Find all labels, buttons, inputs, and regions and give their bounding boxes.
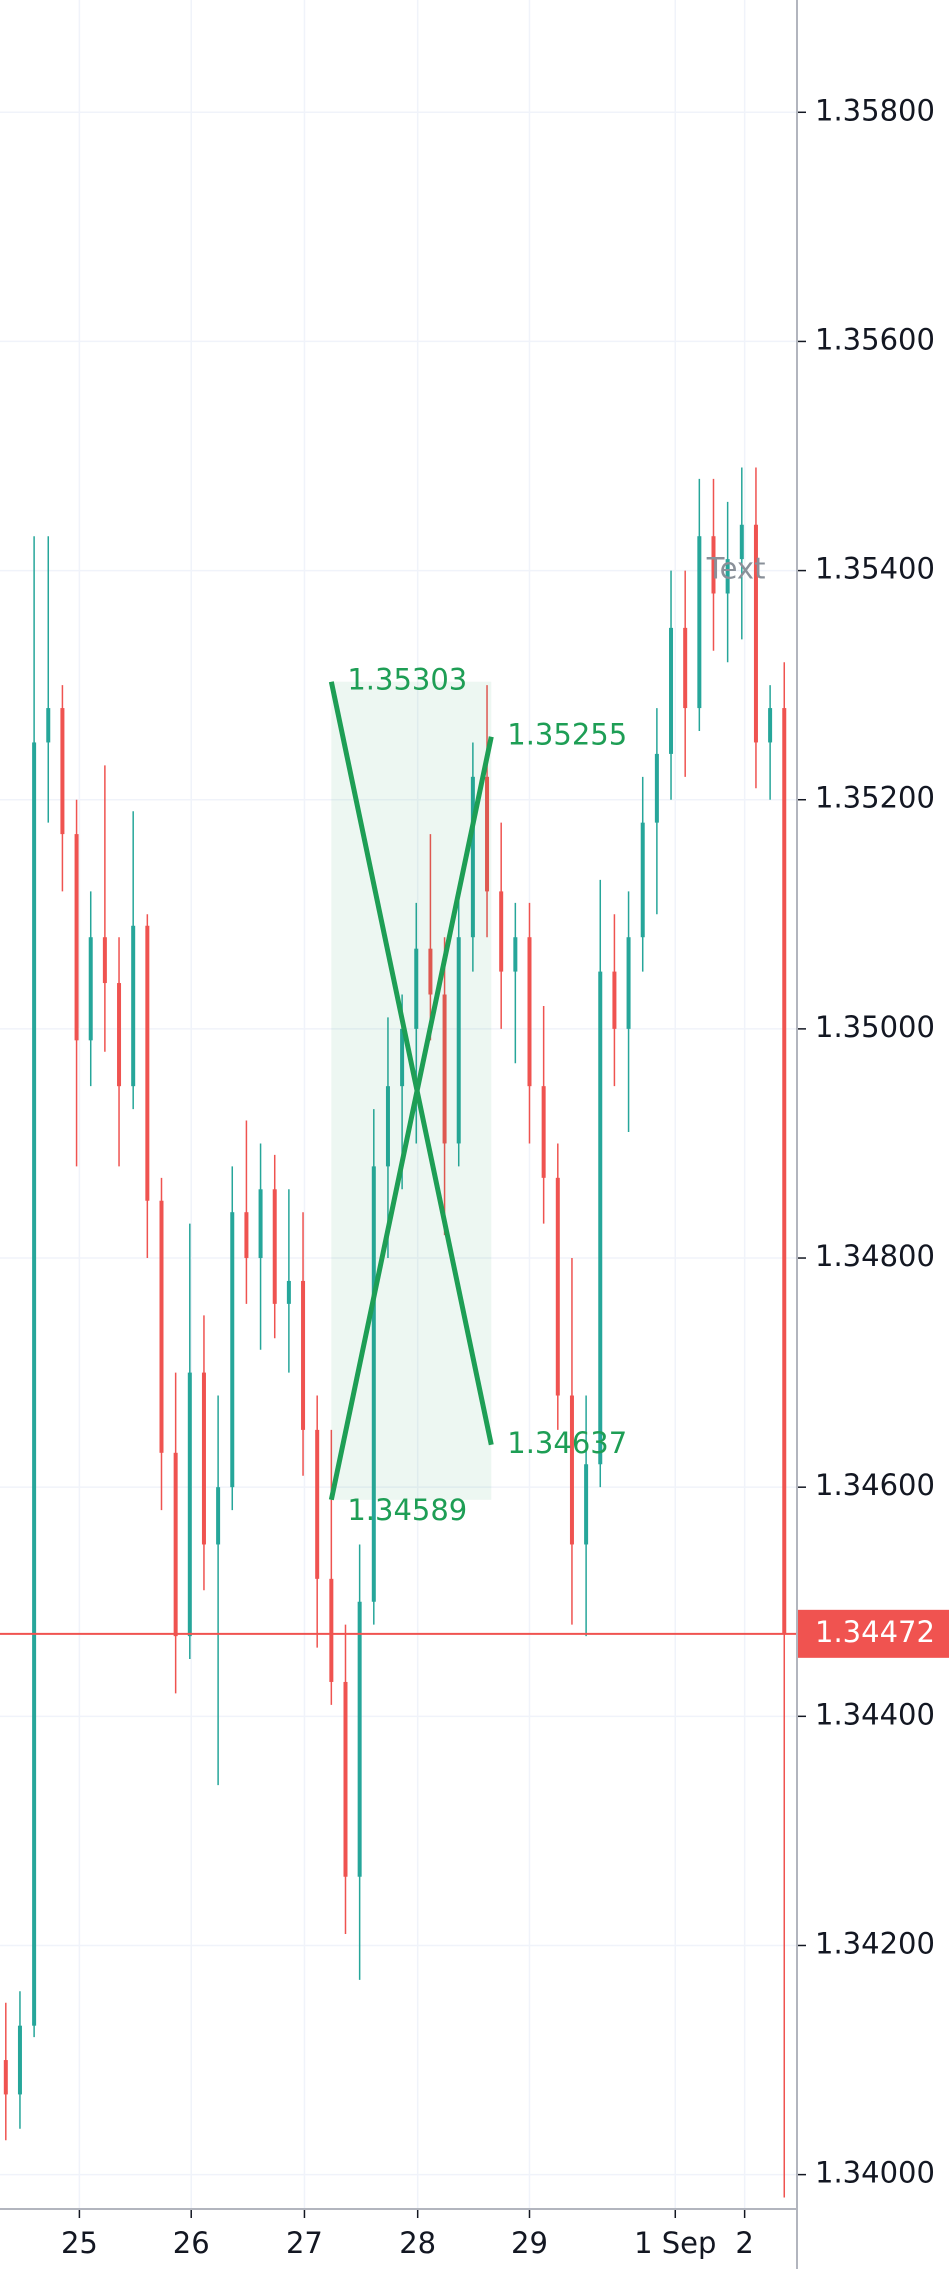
bar-body	[258, 1189, 263, 1259]
y-tick-label: 1.34000	[815, 2156, 935, 2190]
bar-body	[683, 627, 688, 709]
y-tick-label: 1.35600	[815, 322, 935, 356]
bar-body	[230, 1212, 235, 1488]
bar-body	[470, 776, 475, 938]
bar-body	[315, 1429, 320, 1579]
bar-body	[117, 983, 122, 1087]
y-tick-label: 1.34400	[815, 1697, 935, 1731]
bar-body	[569, 1395, 574, 1545]
y-tick-label: 1.35400	[815, 552, 935, 586]
bar-body	[60, 708, 65, 835]
bar-body	[598, 971, 603, 1465]
bar-body	[428, 948, 433, 995]
x-tick-label: 1 Sep	[634, 2226, 716, 2260]
bar-body	[697, 536, 702, 709]
bar-body	[711, 536, 716, 594]
bar-body	[357, 1601, 362, 1877]
bar-body	[555, 1177, 560, 1396]
bar-body	[626, 937, 631, 1029]
y-tick-label: 1.35000	[815, 1010, 935, 1044]
bar-body	[513, 937, 518, 972]
x-tick-label: 29	[511, 2226, 548, 2260]
y-tick-label: 1.35200	[815, 781, 935, 815]
bar-body	[654, 753, 659, 823]
drawing-label: 1.35303	[347, 663, 467, 697]
y-tick-label: 1.34800	[815, 1239, 935, 1273]
x-tick-label: 25	[61, 2226, 98, 2260]
bar-body	[244, 1212, 249, 1259]
bar-body	[485, 776, 490, 892]
x-tick-label: 27	[286, 2226, 323, 2260]
bar-body	[442, 994, 447, 1144]
bar-body	[640, 822, 645, 938]
bar-body	[527, 937, 532, 1087]
last-price-label: 1.34472	[815, 1615, 935, 1649]
bar-body	[782, 708, 787, 1634]
bar-body	[102, 937, 107, 984]
bar-body	[669, 627, 674, 754]
bar-body	[768, 708, 773, 743]
bar-body	[541, 1086, 546, 1178]
x-tick-label: 26	[173, 2226, 210, 2260]
x-tick-label: 2	[735, 2226, 753, 2260]
bar-body	[3, 2060, 8, 2095]
bar-body	[385, 1086, 390, 1167]
bar-body	[32, 742, 37, 2026]
y-tick-label: 1.34200	[815, 1926, 935, 1960]
text-note: Text	[706, 552, 766, 586]
bar-body	[173, 1452, 178, 1637]
bar-body	[400, 1028, 405, 1087]
bar-body	[159, 1200, 164, 1453]
y-tick-label: 1.35800	[815, 93, 935, 127]
bar-body	[286, 1280, 291, 1304]
drawing-label: 1.34637	[507, 1426, 627, 1460]
bar-body	[739, 524, 744, 560]
bar-body	[371, 1166, 376, 1602]
bar-body	[88, 937, 93, 1041]
drawing-label: 1.35255	[507, 718, 627, 752]
bar-body	[301, 1280, 306, 1430]
bar-body	[74, 834, 79, 1041]
bar-body	[17, 2025, 22, 2095]
bar-body	[612, 971, 617, 1029]
bar-body	[46, 708, 51, 743]
bar-body	[753, 524, 758, 743]
bar-body	[131, 925, 136, 1087]
bar-body	[499, 891, 504, 972]
bar-body	[456, 937, 461, 1144]
drawing-line	[328, 681, 494, 1446]
bar-body	[343, 1681, 348, 1877]
x-tick-label: 28	[399, 2226, 436, 2260]
bar-body	[725, 559, 730, 594]
drawing-label: 1.34589	[347, 1493, 467, 1527]
bar-body	[414, 948, 419, 1029]
bar-body	[201, 1372, 206, 1545]
drawing-line	[328, 736, 494, 1501]
last-price-box	[797, 1609, 949, 1658]
y-tick-label: 1.34600	[815, 1468, 935, 1502]
bar-body	[187, 1372, 192, 1637]
bar-body	[272, 1189, 277, 1304]
bar-body	[216, 1487, 221, 1545]
bar-body	[145, 925, 150, 1201]
bar-body	[329, 1578, 334, 1682]
bar-body	[584, 1464, 589, 1545]
